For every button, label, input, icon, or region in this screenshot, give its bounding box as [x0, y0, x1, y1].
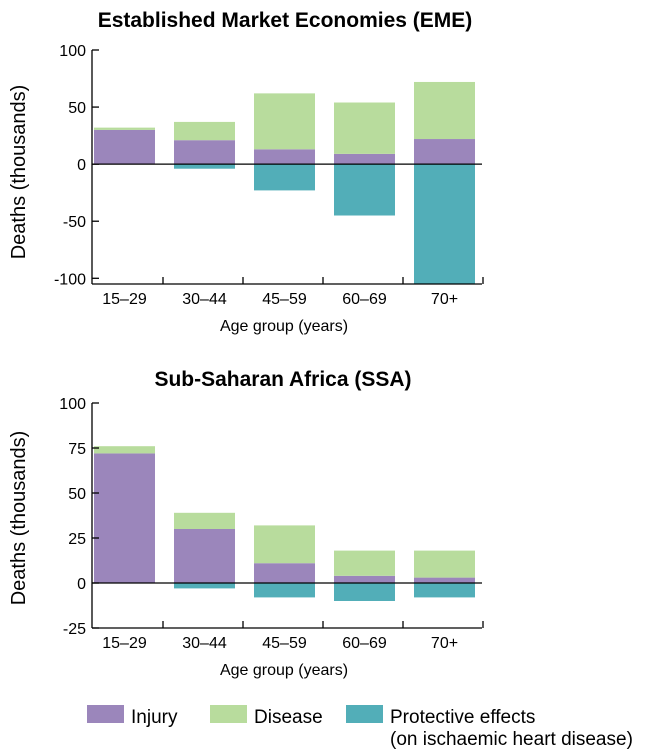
bar-injury-0	[94, 129, 155, 165]
bar-disease-2	[254, 525, 315, 564]
legend-swatch-disease	[210, 705, 247, 723]
bar-protective-4	[414, 583, 475, 598]
axes: -25 0 25 50 75 100 15–29 30–44 45–59 60–69 70+	[59, 396, 484, 652]
y-tick-label: 100	[59, 43, 86, 60]
bar-disease-3	[334, 102, 395, 154]
bar-injury-1	[174, 529, 235, 583]
axes: -100 -50 0 50 100 15–29 30–44 45–59 60–69 70+	[54, 43, 484, 308]
y-tick-label: 100	[59, 396, 86, 413]
chart-title: Established Market Economies (EME)	[98, 9, 473, 32]
bar-protective-1	[174, 164, 235, 169]
bar-protective-3	[334, 164, 395, 216]
legend: Injury Disease Protective effects (on is…	[87, 705, 633, 750]
bar-disease-2	[254, 93, 315, 150]
bar-injury-1	[174, 140, 235, 165]
bar-injury-4	[414, 577, 475, 583]
y-tick-label: -50	[63, 214, 86, 231]
y-tick-label: 0	[77, 157, 86, 174]
legend-label-protective-line1: Protective effects	[390, 707, 535, 728]
bar-disease-1	[174, 512, 235, 529]
y-tick-label: 50	[68, 486, 86, 503]
chart-title: Sub-Saharan Africa (SSA)	[154, 368, 411, 391]
legend-label-protective-line2: (on ischaemic heart disease)	[390, 729, 633, 750]
y-tick-label: 0	[77, 576, 86, 593]
y-tick-label: 25	[68, 531, 86, 548]
bar-group	[94, 81, 475, 284]
x-tick-label: 60–69	[342, 291, 387, 308]
y-axis-label: Deaths (thousands)	[8, 431, 30, 606]
bar-injury-2	[254, 563, 315, 583]
x-tick-label: 45–59	[262, 291, 307, 308]
bar-disease-1	[174, 121, 235, 141]
bar-group	[94, 446, 475, 601]
x-axis-label: Age group (years)	[220, 662, 348, 679]
x-tick-label: 30–44	[182, 291, 227, 308]
legend-swatch-injury	[87, 705, 124, 723]
bar-injury-3	[334, 153, 395, 165]
chart-panel-eme: Established Market Economies (EME) Death…	[8, 9, 484, 335]
chart-panel-ssa: Sub-Saharan Africa (SSA) Deaths (thousan…	[8, 368, 484, 679]
x-tick-label: 70+	[431, 291, 458, 308]
bar-injury-2	[254, 149, 315, 165]
bar-injury-3	[334, 575, 395, 583]
y-tick-label: -25	[63, 621, 86, 638]
y-tick-label: 50	[68, 100, 86, 117]
bar-protective-1	[174, 583, 235, 589]
x-tick-label: 30–44	[182, 635, 227, 652]
y-tick-label: 75	[68, 441, 86, 458]
y-axis-label: Deaths (thousands)	[8, 85, 30, 260]
bar-protective-2	[254, 164, 315, 191]
bar-disease-4	[414, 550, 475, 578]
legend-label-injury: Injury	[131, 707, 178, 728]
bar-disease-0	[94, 446, 155, 454]
legend-label-disease: Disease	[254, 707, 323, 728]
x-tick-label: 60–69	[342, 635, 387, 652]
bar-injury-0	[94, 453, 155, 583]
x-tick-label: 15–29	[102, 635, 147, 652]
bar-injury-4	[414, 139, 475, 165]
bar-protective-2	[254, 583, 315, 598]
x-tick-label: 15–29	[102, 291, 147, 308]
legend-swatch-protective	[346, 705, 383, 723]
y-tick-label: -100	[54, 271, 86, 288]
bar-protective-4	[414, 164, 475, 284]
bar-disease-4	[414, 81, 475, 140]
bar-disease-3	[334, 550, 395, 576]
bar-disease-0	[94, 127, 155, 130]
x-tick-label: 70+	[431, 635, 458, 652]
x-tick-label: 45–59	[262, 635, 307, 652]
bar-protective-3	[334, 583, 395, 601]
x-axis-label: Age group (years)	[220, 318, 348, 335]
